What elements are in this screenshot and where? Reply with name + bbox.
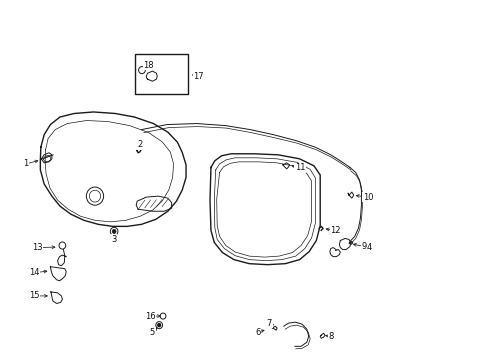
Circle shape [112,229,116,233]
Text: 14: 14 [29,268,40,277]
Text: 12: 12 [329,226,340,235]
Text: 10: 10 [362,193,373,202]
Text: 13: 13 [32,243,43,252]
Bar [135,54,187,94]
Text: 6: 6 [255,328,260,337]
Text: 7: 7 [266,319,271,328]
Text: 16: 16 [145,312,156,321]
Text: 18: 18 [143,60,154,69]
Text: 3: 3 [111,235,117,244]
Text: 1: 1 [23,159,28,168]
Text: 15: 15 [29,292,40,300]
Circle shape [158,324,160,327]
Text: 5: 5 [149,328,155,337]
Text: 4: 4 [366,243,371,252]
Text: 9: 9 [361,242,366,251]
Text: 8: 8 [327,332,333,341]
Text: 17: 17 [193,72,203,81]
Text: 11: 11 [294,163,305,172]
Text: 2: 2 [137,140,142,149]
